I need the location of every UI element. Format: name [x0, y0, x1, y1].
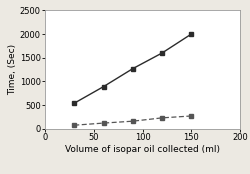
Y-axis label: Time, (Sec): Time, (Sec) [8, 44, 17, 95]
X-axis label: Volume of isopar oil collected (ml): Volume of isopar oil collected (ml) [65, 145, 220, 154]
